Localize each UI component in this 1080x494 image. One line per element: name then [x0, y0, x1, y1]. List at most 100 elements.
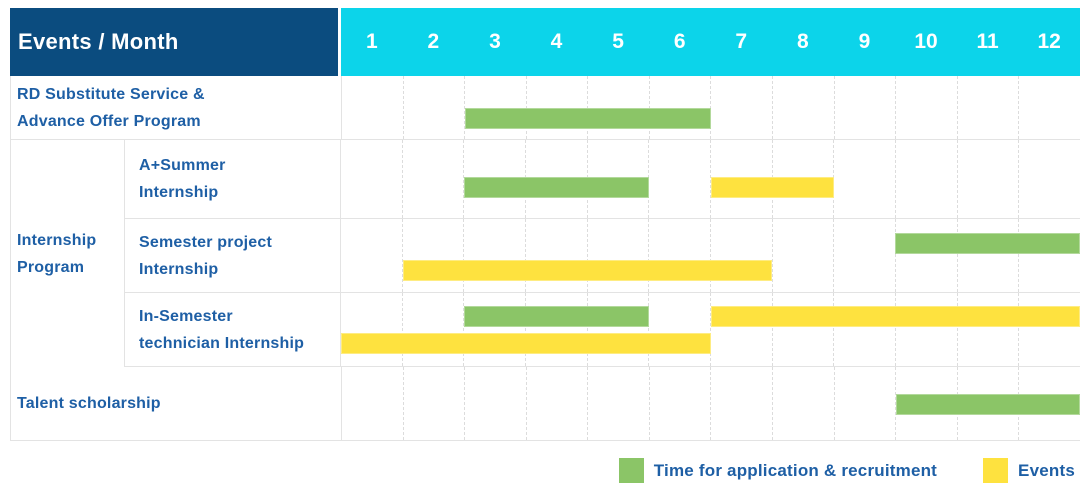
row-label-line: technician Internship — [139, 334, 305, 352]
header-title: Events / Month — [10, 8, 338, 76]
group-subrows: A+Summer Internship Semester project Int… — [125, 140, 1080, 367]
group-label-line: Internship — [17, 231, 97, 249]
gantt-bar-event — [710, 306, 1080, 327]
gantt-grid — [342, 76, 1080, 139]
month-column — [342, 367, 403, 440]
month-column — [710, 367, 772, 440]
month-column — [895, 140, 957, 218]
month-label: 4 — [550, 30, 563, 53]
month-column — [956, 219, 1019, 292]
month-column — [587, 367, 649, 440]
month-column — [1018, 140, 1080, 218]
month-column — [895, 219, 957, 292]
month-column — [525, 293, 587, 366]
month-column — [342, 76, 403, 139]
month-column — [648, 76, 711, 139]
row-label: Semester project Internship — [125, 219, 341, 292]
month-column — [401, 140, 464, 218]
month-label: 12 — [1037, 30, 1061, 53]
month-label: 2 — [427, 30, 440, 53]
month-column — [771, 219, 834, 292]
month-column — [401, 293, 464, 366]
month-column — [648, 219, 710, 292]
month-column — [833, 219, 895, 292]
legend-swatch-application-icon — [618, 458, 644, 483]
month-column — [464, 367, 526, 440]
month-column — [895, 293, 957, 366]
month-column — [587, 76, 649, 139]
month-label: 8 — [796, 30, 809, 53]
table-body: RD Substitute Service & Advance Offer Pr… — [10, 76, 1080, 441]
row-label-line: Advance Offer Program — [17, 112, 201, 130]
month-column — [710, 293, 772, 366]
month-column — [833, 76, 896, 139]
gantt-bar-application — [895, 233, 1080, 254]
row-label-line: Internship — [139, 184, 219, 201]
month-column — [1018, 219, 1080, 292]
month-header-row: 1 2 3 4 5 6 7 8 9 10 11 12 — [341, 8, 1080, 76]
month-column — [463, 219, 525, 292]
month-column — [648, 293, 710, 366]
legend-item-events: Events — [983, 458, 1075, 483]
gantt-grid — [341, 219, 1080, 292]
month-label: 7 — [735, 30, 748, 53]
month-column — [648, 140, 710, 218]
month-label: 9 — [858, 30, 871, 53]
table-row: RD Substitute Service & Advance Offer Pr… — [11, 76, 1080, 140]
legend-swatch-events-icon — [983, 458, 1009, 483]
table-row: Semester project Internship — [125, 219, 1080, 293]
legend: Time for application & recruitment Event… — [618, 458, 1075, 483]
month-column — [772, 76, 834, 139]
month-label: 11 — [976, 30, 999, 53]
month-column — [648, 367, 711, 440]
month-label: 10 — [914, 30, 938, 53]
row-label: In-Semester technician Internship — [125, 293, 341, 366]
month-column — [1018, 76, 1080, 139]
gantt-bar-event — [341, 333, 711, 354]
table-row: A+Summer Internship — [125, 140, 1080, 219]
table-row: Talent scholarship — [11, 367, 1080, 441]
gantt-grid — [341, 140, 1080, 218]
month-label: 6 — [673, 30, 686, 53]
month-label: 1 — [365, 30, 378, 53]
month-column — [464, 76, 526, 139]
month-label: 5 — [612, 30, 624, 53]
month-column — [402, 76, 465, 139]
month-column — [895, 76, 957, 139]
month-column — [401, 219, 464, 292]
month-column — [772, 367, 834, 440]
month-column — [710, 76, 772, 139]
month-column — [771, 293, 834, 366]
month-column — [341, 219, 402, 292]
row-label-line: Talent scholarship — [17, 395, 161, 412]
row-label: RD Substitute Service & Advance Offer Pr… — [11, 76, 342, 139]
group-label-line: Program — [17, 258, 85, 276]
group-label: Internship Program — [11, 140, 125, 367]
gantt-bar-event — [402, 260, 773, 281]
month-column — [710, 219, 772, 292]
row-label: Talent scholarship — [11, 367, 342, 440]
row-label-line: Semester project — [139, 233, 273, 251]
legend-item-application: Time for application & recruitment — [618, 458, 937, 483]
month-column — [341, 140, 402, 218]
month-column — [525, 76, 588, 139]
month-column — [833, 140, 895, 218]
row-label-line: RD Substitute Service & — [17, 85, 205, 103]
month-label: 3 — [489, 30, 501, 53]
month-column — [463, 293, 525, 366]
gantt-grid — [342, 367, 1080, 440]
table-row: In-Semester technician Internship — [125, 293, 1080, 367]
month-column — [1018, 293, 1080, 366]
row-label-line: Internship — [139, 260, 219, 278]
internship-program-group: Internship Program A+Summer Internship S… — [11, 140, 1080, 367]
row-label-line: In-Semester — [139, 307, 233, 325]
month-column — [833, 293, 895, 366]
gantt-bar-application — [895, 394, 1080, 415]
month-column — [341, 293, 402, 366]
gantt-bar-event — [710, 177, 834, 198]
month-column — [402, 367, 465, 440]
month-column — [525, 219, 587, 292]
month-column — [586, 219, 649, 292]
row-label: A+Summer Internship — [125, 140, 341, 218]
